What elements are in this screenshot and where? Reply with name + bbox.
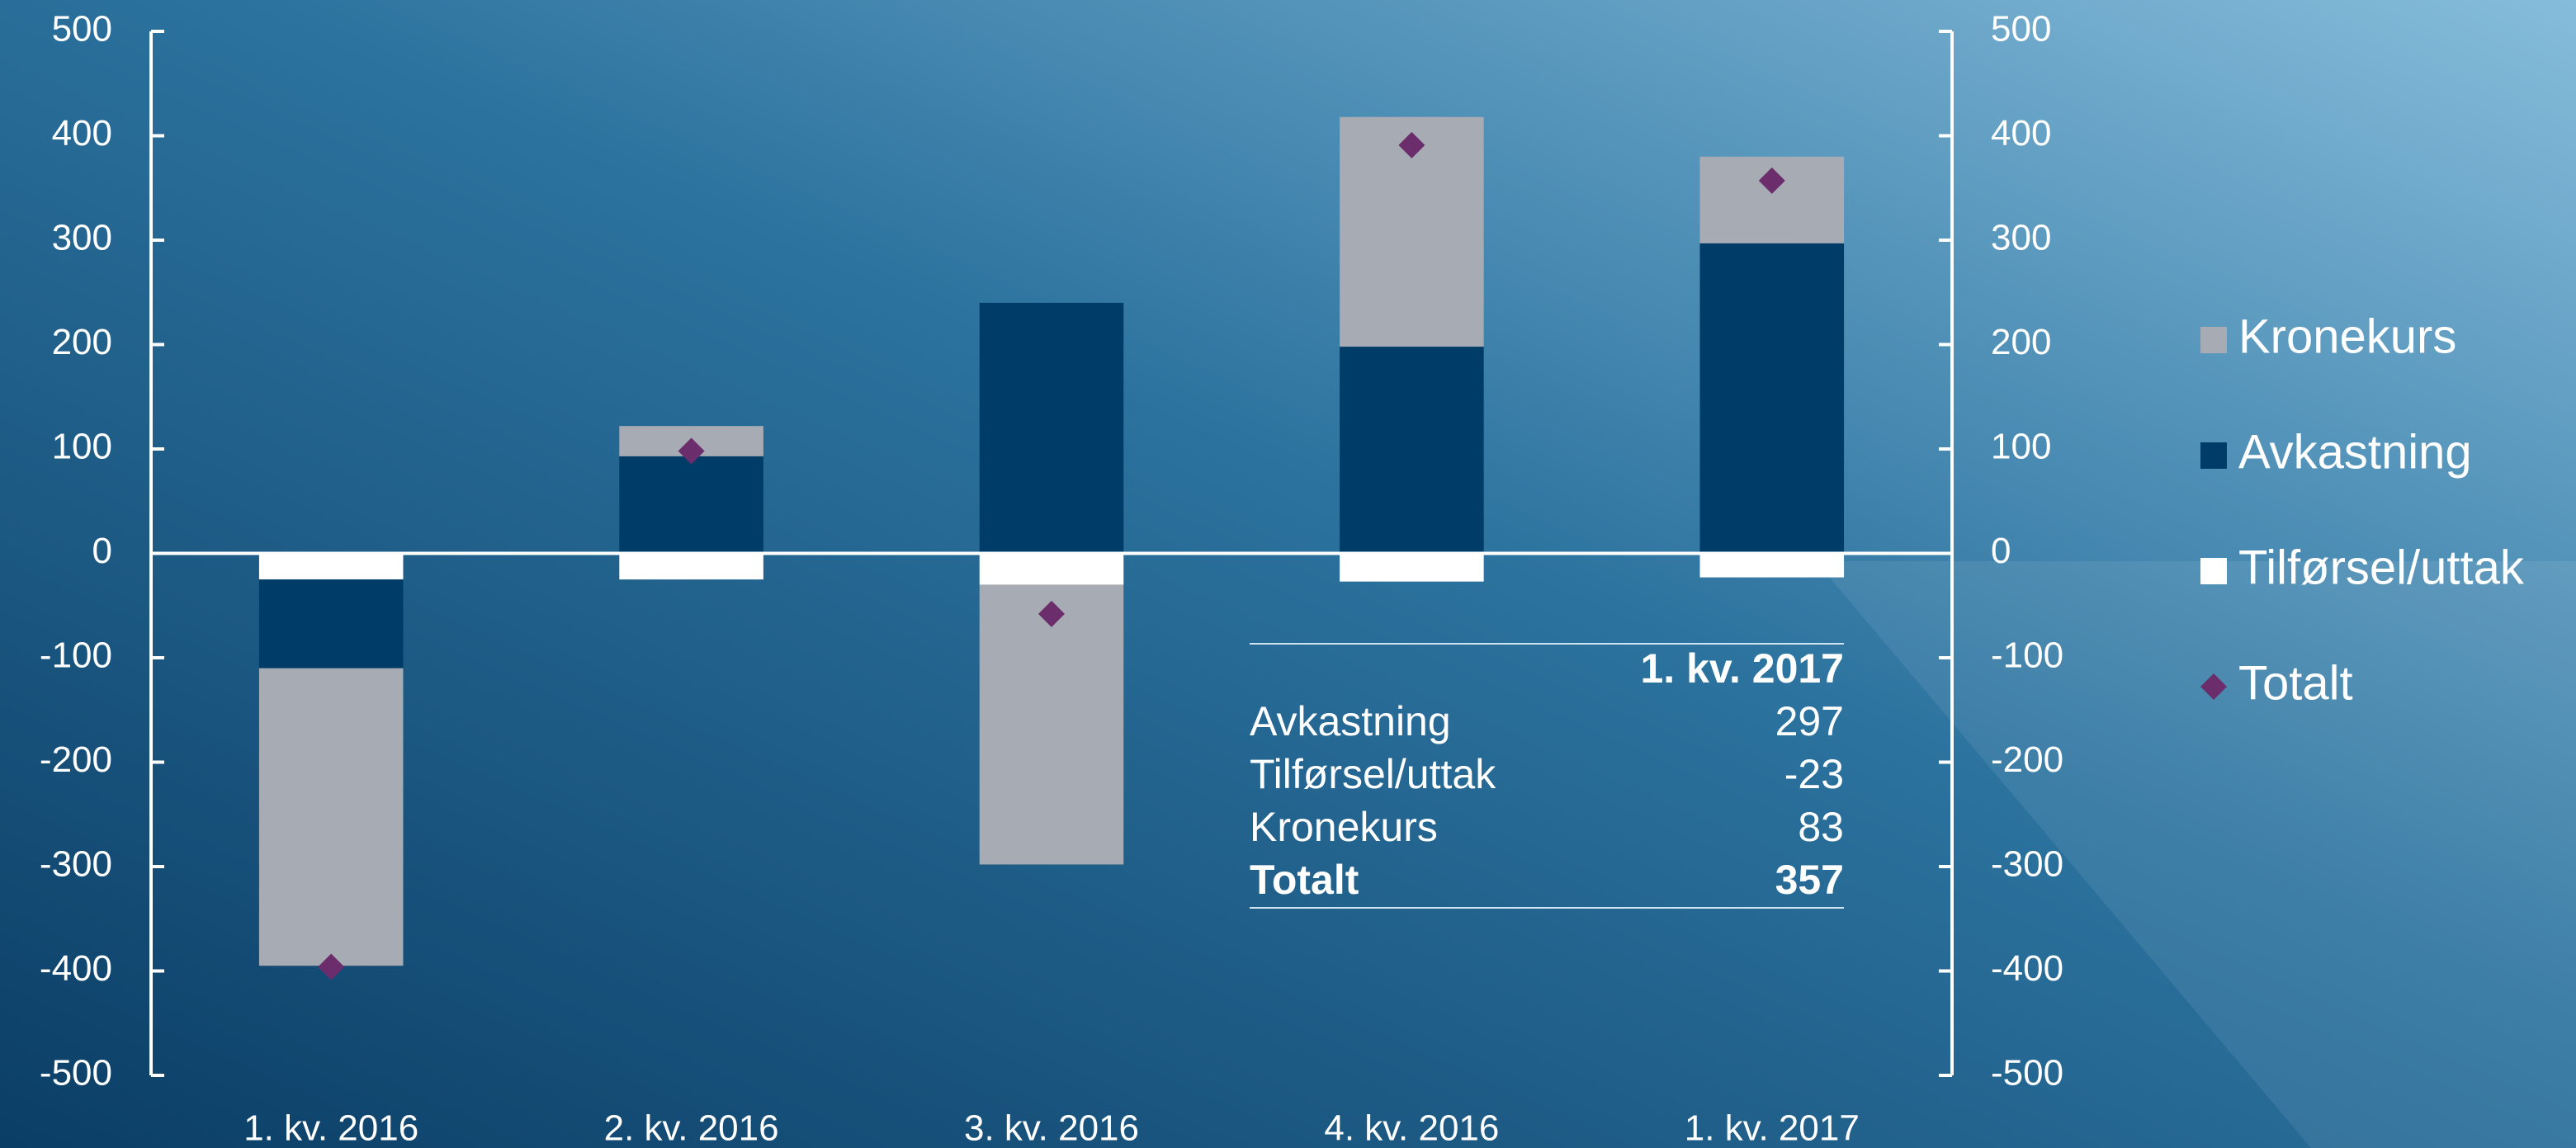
- y2-tick-label: -500: [1991, 1053, 2063, 1094]
- bar: [258, 668, 404, 966]
- table-value: 297: [1775, 698, 1844, 744]
- y2-tick-label: 0: [1991, 531, 2011, 571]
- legend-swatch: [2200, 442, 2227, 469]
- total-marker: [1398, 131, 1425, 158]
- y-tick-label: 200: [52, 322, 112, 362]
- bar: [1340, 347, 1484, 554]
- total-marker: [678, 437, 705, 465]
- legend-swatch: [2200, 558, 2227, 584]
- table-value: 357: [1775, 857, 1844, 903]
- bar: [1340, 553, 1484, 582]
- table-value: 83: [1798, 804, 1844, 850]
- table-value: -23: [1784, 751, 1844, 797]
- y2-tick-label: -100: [1991, 635, 2063, 676]
- y-tick-label: -400: [40, 948, 112, 989]
- bar: [619, 553, 763, 580]
- bar: [1699, 243, 1845, 554]
- y-tick-label: -100: [40, 635, 112, 676]
- y2-tick-label: -300: [1991, 844, 2063, 885]
- total-marker: [1038, 600, 1065, 627]
- bar: [979, 553, 1124, 585]
- table-label: Tilførsel/uttak: [1250, 751, 1496, 797]
- legend-swatch: [2200, 327, 2227, 353]
- bar: [979, 584, 1124, 865]
- y2-tick-label: 200: [1991, 322, 2051, 362]
- table-header: 1. kv. 2017: [1640, 645, 1844, 692]
- legend-marker: [2200, 673, 2227, 700]
- x-tick-label: 3. kv. 2016: [964, 1108, 1139, 1148]
- y-tick-label: -200: [40, 739, 112, 780]
- bar: [1699, 553, 1845, 578]
- legend-label: Tilførsel/uttak: [2238, 541, 2525, 594]
- y2-tick-label: 100: [1991, 427, 2051, 467]
- y-tick-label: -500: [40, 1053, 112, 1094]
- y2-tick-label: 400: [1991, 113, 2051, 154]
- y-tick-label: 400: [52, 113, 112, 154]
- y2-tick-label: -200: [1991, 739, 2063, 780]
- total-marker: [318, 953, 345, 980]
- bar: [258, 553, 404, 580]
- bar: [619, 456, 763, 554]
- legend-label: Kronekurs: [2238, 309, 2456, 363]
- table-label: Totalt: [1250, 857, 1359, 903]
- legend-label: Avkastning: [2238, 425, 2472, 479]
- background-shape: [1816, 561, 2576, 1148]
- y-tick-label: 100: [52, 427, 112, 467]
- y2-tick-label: 500: [1991, 9, 2051, 50]
- table-label: Avkastning: [1250, 698, 1451, 744]
- x-tick-label: 4. kv. 2016: [1324, 1108, 1499, 1148]
- y2-tick-label: 300: [1991, 218, 2051, 258]
- table-label: Kronekurs: [1250, 804, 1438, 850]
- bar: [979, 302, 1124, 554]
- legend-label: Totalt: [2238, 656, 2353, 710]
- total-marker: [1758, 167, 1785, 194]
- x-tick-label: 1. kv. 2017: [1685, 1108, 1860, 1148]
- y-tick-label: 0: [92, 531, 112, 571]
- bar: [258, 579, 404, 668]
- y-tick-label: -300: [40, 844, 112, 885]
- y-tick-label: 300: [52, 218, 112, 258]
- x-tick-label: 2. kv. 2016: [604, 1108, 779, 1148]
- y2-tick-label: -400: [1991, 948, 2063, 989]
- x-tick-label: 1. kv. 2016: [243, 1108, 418, 1148]
- y-tick-label: 500: [52, 9, 112, 50]
